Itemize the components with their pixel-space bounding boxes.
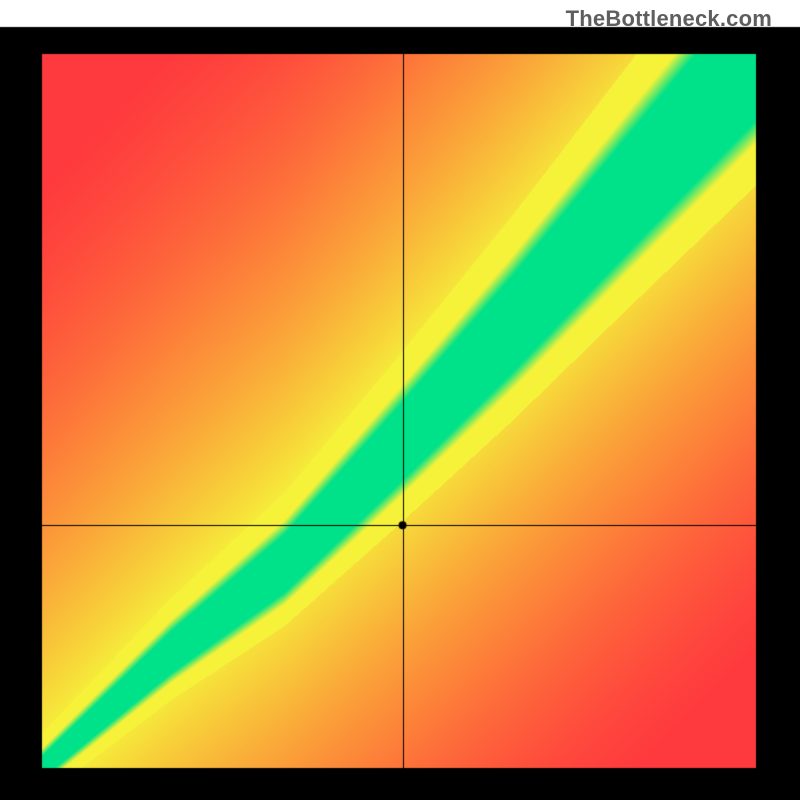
stage: TheBottleneck.com: [0, 0, 800, 800]
watermark-text: TheBottleneck.com: [566, 6, 772, 32]
bottleneck-heatmap: [0, 0, 800, 800]
